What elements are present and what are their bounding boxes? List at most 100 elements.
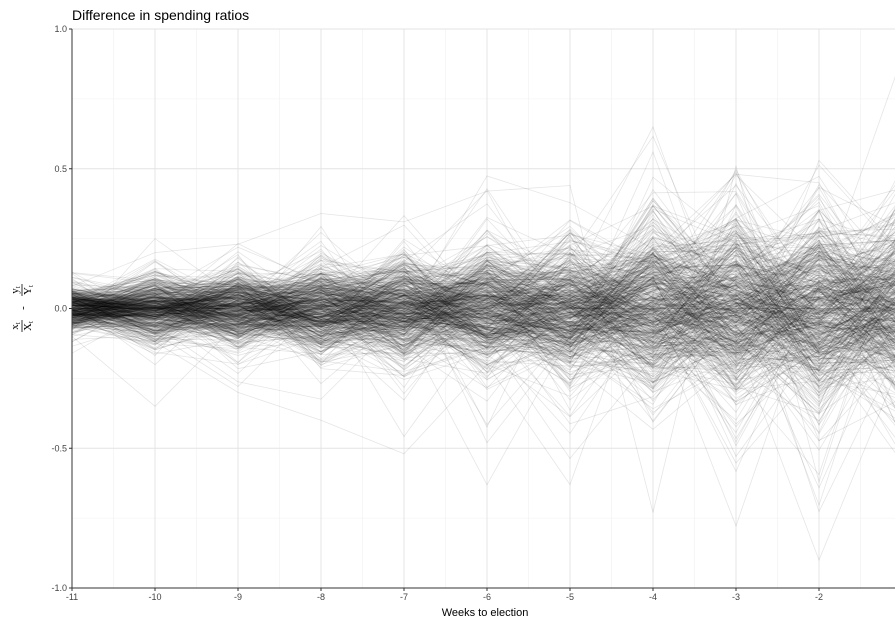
series-line xyxy=(71,247,895,373)
series-line xyxy=(71,176,895,364)
series-line xyxy=(71,298,895,360)
series-line xyxy=(71,261,895,414)
series-line xyxy=(71,218,895,355)
series-line xyxy=(71,278,895,355)
series-line xyxy=(71,255,895,350)
series-line xyxy=(71,229,895,336)
series-line xyxy=(71,212,895,338)
series-line xyxy=(71,246,895,328)
series-line xyxy=(71,250,895,357)
series-line xyxy=(71,258,895,391)
series-line xyxy=(71,250,895,339)
series-line xyxy=(71,195,895,355)
series-line xyxy=(71,258,895,348)
series-line xyxy=(71,262,895,355)
series-line xyxy=(71,288,895,363)
series-line xyxy=(71,231,895,440)
series-line xyxy=(71,236,895,352)
series-line xyxy=(71,264,895,377)
series-line xyxy=(71,203,895,381)
series-line xyxy=(71,276,895,377)
series-line xyxy=(71,232,895,348)
series-line xyxy=(71,239,895,339)
series-line xyxy=(71,192,895,341)
series-line xyxy=(71,257,895,353)
series-line xyxy=(71,265,895,350)
series-line xyxy=(71,273,895,336)
series-line xyxy=(71,249,895,451)
series-line xyxy=(71,192,895,388)
series-line xyxy=(71,264,895,335)
series-line xyxy=(71,262,895,373)
series-line xyxy=(71,272,895,360)
series-line xyxy=(71,260,895,350)
series-line xyxy=(71,260,895,367)
series-line xyxy=(71,265,895,387)
series-line xyxy=(71,281,895,438)
series-line xyxy=(71,221,895,445)
series-line xyxy=(71,264,895,337)
series-line xyxy=(71,276,895,380)
series-line xyxy=(71,280,895,358)
series-line xyxy=(71,218,895,317)
series-line xyxy=(71,234,895,375)
series-line xyxy=(71,274,895,419)
series-line xyxy=(71,256,895,344)
series-line xyxy=(71,218,895,349)
series-line xyxy=(71,263,895,338)
series-line xyxy=(71,292,895,405)
series-line xyxy=(71,282,895,371)
series-line xyxy=(71,247,895,389)
series-line xyxy=(71,301,895,383)
series-line xyxy=(71,285,895,356)
series-line xyxy=(71,261,895,381)
series-line xyxy=(71,282,895,353)
series-line xyxy=(71,227,895,364)
series-line xyxy=(71,270,895,331)
series-line xyxy=(71,269,895,364)
series-line xyxy=(71,244,895,344)
series-line xyxy=(71,228,895,350)
series-line xyxy=(71,235,895,384)
series-line xyxy=(71,260,895,361)
series-line xyxy=(71,264,895,337)
series-line xyxy=(71,281,895,375)
series-line xyxy=(71,232,895,347)
series-line xyxy=(71,231,895,369)
series-line xyxy=(71,193,895,366)
series-line xyxy=(71,164,895,362)
series-line xyxy=(71,174,895,368)
series-line xyxy=(71,273,895,366)
series-line xyxy=(71,269,895,368)
series-line xyxy=(71,281,895,359)
series-line xyxy=(71,229,895,330)
series-line xyxy=(71,232,895,356)
series-line xyxy=(71,217,895,387)
series-line xyxy=(71,277,895,367)
series-line xyxy=(71,261,895,381)
series-line xyxy=(71,254,895,347)
series-line xyxy=(71,271,895,345)
series-line xyxy=(71,272,895,332)
series-line xyxy=(71,265,895,371)
series-line xyxy=(71,263,895,366)
series-line xyxy=(71,219,895,362)
y-tick-label: 0.0 xyxy=(54,304,67,314)
series-line xyxy=(71,274,895,385)
series-line xyxy=(71,205,895,358)
series-line xyxy=(71,234,895,393)
series-line xyxy=(71,253,895,343)
series-line xyxy=(71,259,895,442)
series-line xyxy=(71,273,895,362)
series-line xyxy=(71,230,895,354)
series-line xyxy=(71,240,895,343)
series-line xyxy=(71,276,895,343)
series-line xyxy=(71,228,895,391)
series-line xyxy=(71,279,895,394)
series-line xyxy=(71,251,895,352)
series-line xyxy=(71,279,895,346)
series-line xyxy=(71,268,895,360)
series-line xyxy=(71,182,895,361)
series-line xyxy=(71,262,895,338)
